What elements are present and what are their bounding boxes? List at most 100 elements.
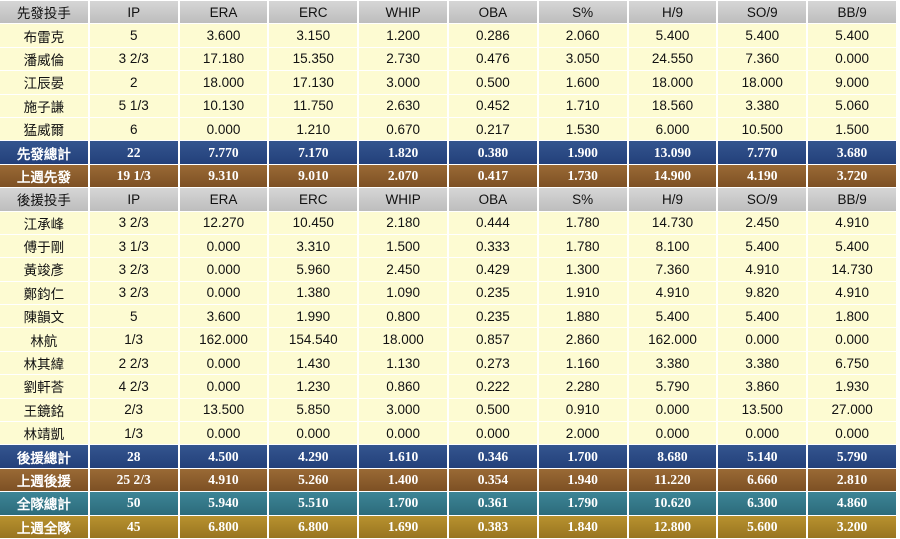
cell: 1.500 xyxy=(808,117,896,141)
cell: 7.360 xyxy=(628,258,717,281)
cell: 0.235 xyxy=(448,305,537,328)
row-label: 鄭鈞仁 xyxy=(0,281,88,305)
cell: 28 xyxy=(89,445,178,468)
header-row: 先發投手 IP ERA ERC WHIP OBA S% H/9 SO/9 BB/9 xyxy=(0,1,896,24)
cell: 27.000 xyxy=(808,398,896,422)
cell: 9.000 xyxy=(808,71,896,94)
cell: 5.060 xyxy=(808,94,896,117)
cell: 1.930 xyxy=(808,375,896,398)
cell: 10.620 xyxy=(628,492,717,515)
cell: 7.770 xyxy=(718,141,807,164)
cell: 0.217 xyxy=(448,117,537,141)
cell: WHIP xyxy=(359,1,447,24)
cell: 2/3 xyxy=(89,398,178,422)
pitcher-row: 江辰晏 2 18.000 17.130 3.000 0.500 1.600 18.000 18.… xyxy=(0,71,896,94)
cell: ERC xyxy=(269,188,358,211)
cell: 0.222 xyxy=(448,375,537,398)
cell: 1.160 xyxy=(538,351,627,375)
cell: 3.150 xyxy=(269,24,358,47)
cell: 2.070 xyxy=(359,164,447,188)
row-label: 上週後援 xyxy=(0,468,88,492)
cell: 0.860 xyxy=(359,375,447,398)
cell: 3 2/3 xyxy=(89,211,178,234)
cell: 3.000 xyxy=(359,398,447,422)
row-label: 傅于剛 xyxy=(0,234,88,258)
cell: 3.720 xyxy=(808,164,896,188)
cell: 0.000 xyxy=(448,422,537,445)
cell: 1.500 xyxy=(359,234,447,258)
cell: 2.280 xyxy=(538,375,627,398)
cell: 3 2/3 xyxy=(89,47,178,71)
row-label: 劉軒荅 xyxy=(0,375,88,398)
cell: 2.180 xyxy=(359,211,447,234)
cell: 0.429 xyxy=(448,258,537,281)
cell: 4.910 xyxy=(718,258,807,281)
cell: 1.300 xyxy=(538,258,627,281)
row-label: 猛威爾 xyxy=(0,117,88,141)
cell: 0.444 xyxy=(448,211,537,234)
row-label: 先發投手 xyxy=(0,1,88,24)
pitcher-row: 潘威倫 3 2/3 17.180 15.350 2.730 0.476 3.050 24.55… xyxy=(0,47,896,71)
row-label: 全隊總計 xyxy=(0,492,88,515)
cell: 6.750 xyxy=(808,351,896,375)
cell: 0.346 xyxy=(448,445,537,468)
cell: 4.860 xyxy=(808,492,896,515)
cell: 22 xyxy=(89,141,178,164)
cell: 2 xyxy=(89,71,178,94)
pitcher-row: 劉軒荅 4 2/3 0.000 1.230 0.860 0.222 2.280 5.790 3.… xyxy=(0,375,896,398)
cell: 0.670 xyxy=(359,117,447,141)
cell: 5.400 xyxy=(628,24,717,47)
cell: 0.383 xyxy=(448,515,537,538)
cell: 18.000 xyxy=(179,71,268,94)
cell: 4 2/3 xyxy=(89,375,178,398)
cell: 45 xyxy=(89,515,178,538)
cell: 162.000 xyxy=(179,328,268,351)
cell: 10.450 xyxy=(269,211,358,234)
cell: 12.800 xyxy=(628,515,717,538)
cell: 6.660 xyxy=(718,468,807,492)
cell: 1.710 xyxy=(538,94,627,117)
cell: 1.130 xyxy=(359,351,447,375)
pitcher-row: 林航 1/3 162.000 154.540 18.000 0.857 2.860 162.0… xyxy=(0,328,896,351)
total-row: 全隊總計 50 5.940 5.510 1.700 0.361 1.790 10.620 6.3… xyxy=(0,492,896,515)
cell: 1.900 xyxy=(538,141,627,164)
cell: 3.310 xyxy=(269,234,358,258)
cell: 3.860 xyxy=(718,375,807,398)
cell: 4.290 xyxy=(269,445,358,468)
pitcher-row: 鄭鈞仁 3 2/3 0.000 1.380 1.090 0.235 1.910 4.910 9.… xyxy=(0,281,896,305)
cell: 5.850 xyxy=(269,398,358,422)
cell: 0.000 xyxy=(628,422,717,445)
cell: 5.140 xyxy=(718,445,807,468)
cell: 3 1/3 xyxy=(89,234,178,258)
cell: 0.800 xyxy=(359,305,447,328)
cell: 5.790 xyxy=(808,445,896,468)
cell: 2.860 xyxy=(538,328,627,351)
cell: 4.500 xyxy=(179,445,268,468)
pitcher-row: 陳韻文 5 3.600 1.990 0.800 0.235 1.880 5.400 5.400 1… xyxy=(0,305,896,328)
cell: 1.700 xyxy=(359,492,447,515)
cell: 7.360 xyxy=(718,47,807,71)
cell: 18.000 xyxy=(628,71,717,94)
cell: 2.810 xyxy=(808,468,896,492)
cell: 162.000 xyxy=(628,328,717,351)
cell: 0.273 xyxy=(448,351,537,375)
cell: 10.130 xyxy=(179,94,268,117)
cell: 19 1/3 xyxy=(89,164,178,188)
cell: 2.730 xyxy=(359,47,447,71)
pitcher-row: 林靖凱 1/3 0.000 0.000 0.000 0.000 2.000 0.000 0.00… xyxy=(0,422,896,445)
pitcher-row: 猛威爾 6 0.000 1.210 0.670 0.217 1.530 6.000 10.500… xyxy=(0,117,896,141)
cell: 3.680 xyxy=(808,141,896,164)
last-week-row: 上週後援 25 2/3 4.910 5.260 1.400 0.354 1.940 11.22… xyxy=(0,468,896,492)
cell: 14.730 xyxy=(808,258,896,281)
cell: IP xyxy=(89,1,178,24)
cell: 13.090 xyxy=(628,141,717,164)
cell: 3.050 xyxy=(538,47,627,71)
cell: 5.400 xyxy=(718,305,807,328)
cell: 0.000 xyxy=(808,47,896,71)
row-label: 布雷克 xyxy=(0,24,88,47)
cell: 3.600 xyxy=(179,24,268,47)
cell: 25 2/3 xyxy=(89,468,178,492)
cell: 14.730 xyxy=(628,211,717,234)
pitcher-row: 黃竣彥 3 2/3 0.000 5.960 2.450 0.429 1.300 7.360 4.… xyxy=(0,258,896,281)
cell: 1.790 xyxy=(538,492,627,515)
